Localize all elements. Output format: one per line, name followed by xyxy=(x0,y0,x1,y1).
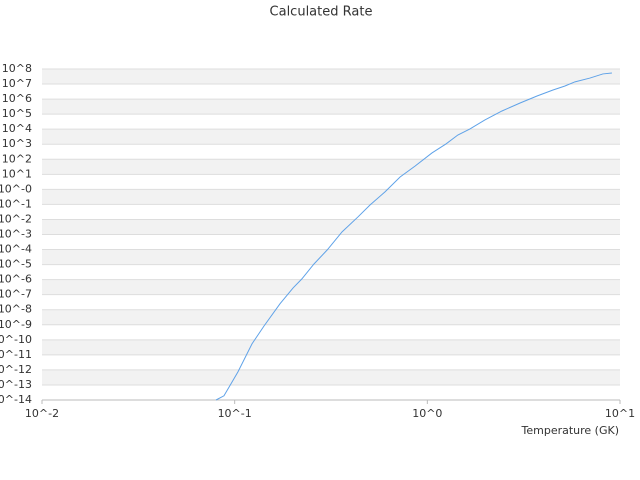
y-tick-label: 10^-12 xyxy=(0,363,32,376)
grid-band xyxy=(42,339,620,355)
y-tick-label: 10^5 xyxy=(2,107,32,120)
x-tick-label: 10^1 xyxy=(605,407,635,420)
y-tick-label: 10^7 xyxy=(2,77,32,90)
y-tick-label: 10^-6 xyxy=(0,273,32,286)
y-tick-label: 10^-8 xyxy=(0,303,32,316)
grid-band xyxy=(42,219,620,235)
y-tick-label: 10^-11 xyxy=(0,348,32,361)
y-tick-label: 10^-2 xyxy=(0,212,32,225)
grid-band xyxy=(42,129,620,145)
grid-band xyxy=(42,249,620,265)
y-tick-label: 10^-3 xyxy=(0,228,32,241)
y-tick-label: 10^-14 xyxy=(0,393,32,406)
y-tick-label: 10^1 xyxy=(2,167,32,180)
grid-band xyxy=(42,279,620,295)
y-tick-label: 10^2 xyxy=(2,152,32,165)
y-tick-label: 10^-7 xyxy=(0,288,32,301)
grid-band xyxy=(42,69,620,85)
y-tick-label: 10^-1 xyxy=(0,197,32,210)
grid-band xyxy=(42,309,620,325)
y-tick-label: 10^4 xyxy=(2,122,32,135)
y-tick-label: 10^-13 xyxy=(0,378,32,391)
y-tick-label: 10^-5 xyxy=(0,258,32,271)
y-tick-label: 10^6 xyxy=(2,92,32,105)
chart-title: Calculated Rate xyxy=(270,5,373,20)
y-tick-label: 10^-9 xyxy=(0,318,32,331)
x-tick-label: 10^0 xyxy=(412,407,442,420)
x-tick-label: 10^-1 xyxy=(218,407,252,420)
grid-band xyxy=(42,189,620,205)
data-line xyxy=(215,72,612,401)
y-tick-label: 10^-4 xyxy=(0,243,32,256)
x-axis-label: Temperature (GK) xyxy=(521,424,620,437)
grid-band xyxy=(42,99,620,115)
grid-band xyxy=(42,369,620,385)
y-tick-label: 10^-10 xyxy=(0,333,32,346)
y-tick-label: 10^3 xyxy=(2,137,32,150)
grid-band xyxy=(42,159,620,175)
y-tick-label: 10^-0 xyxy=(0,182,32,195)
x-tick-label: 10^-2 xyxy=(25,407,59,420)
y-tick-label: 10^8 xyxy=(2,62,32,75)
